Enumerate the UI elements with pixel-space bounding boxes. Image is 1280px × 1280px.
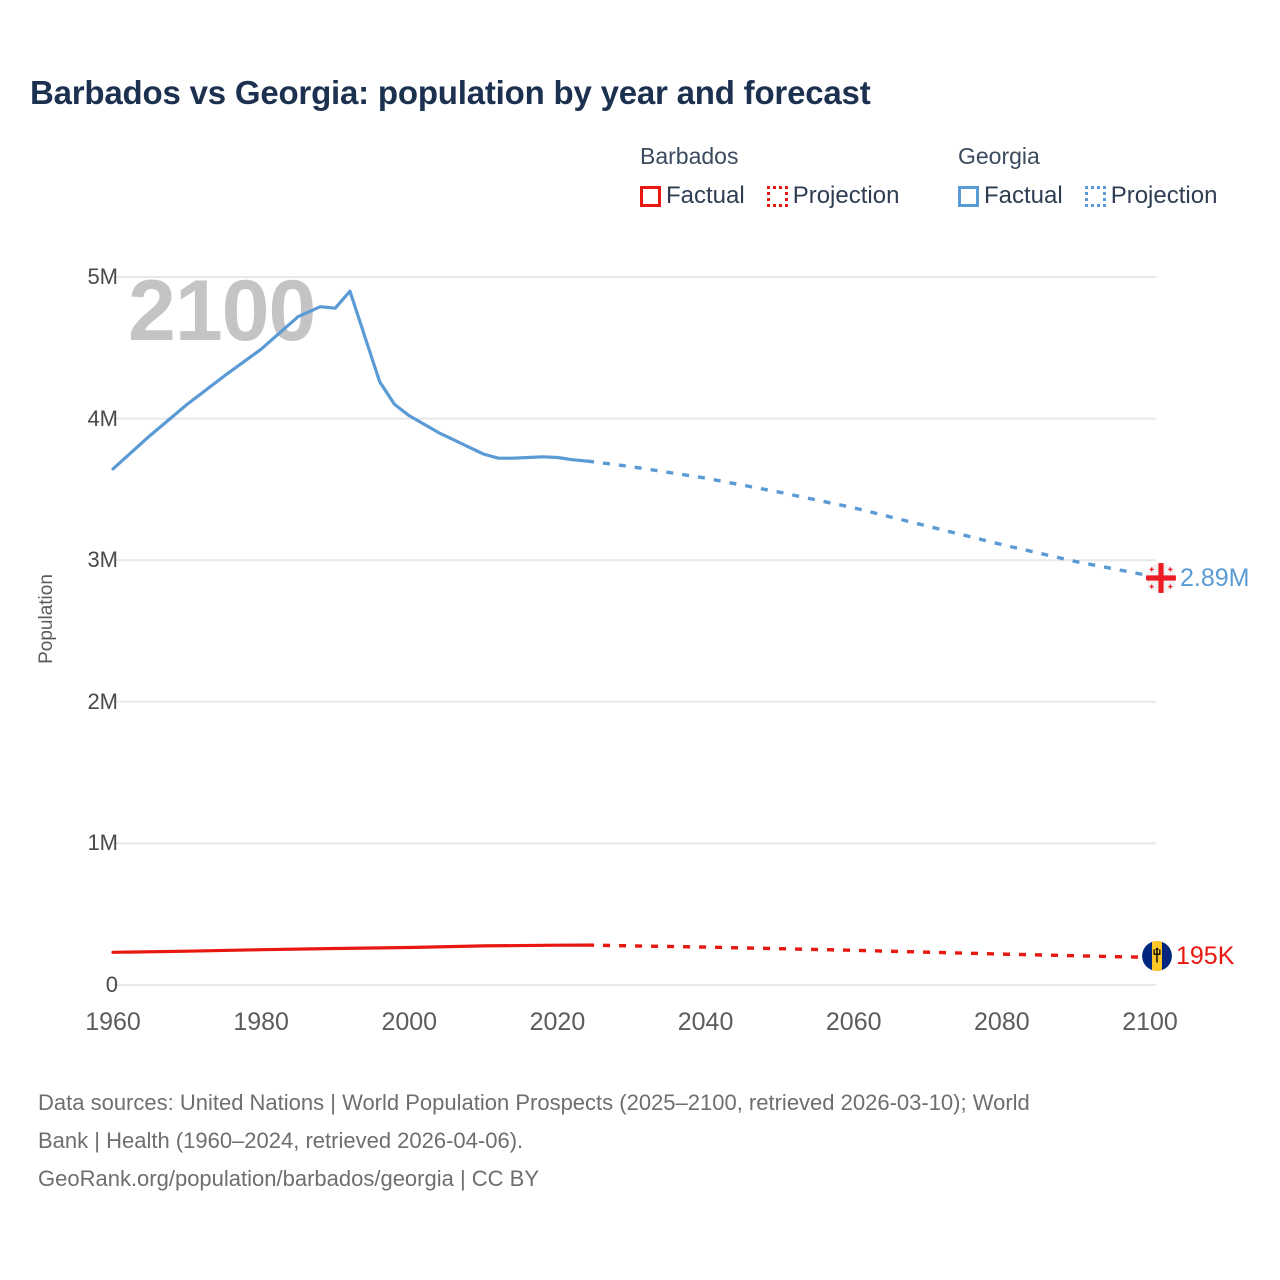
footer-line-1: Data sources: United Nations | World Pop… xyxy=(38,1090,1030,1115)
legend-item-barbados-factual[interactable]: Factual xyxy=(640,182,745,210)
end-label-barbados-value: 195K xyxy=(1176,941,1235,970)
end-label-georgia: 2.89M xyxy=(1146,563,1249,593)
legend-group-title-georgia: Georgia xyxy=(958,143,1040,169)
legend-swatch-dotted-icon xyxy=(1084,185,1106,207)
y-axis-title: Population xyxy=(36,574,57,664)
footer-line-2: Bank | Health (1960–2024, retrieved 2026… xyxy=(38,1128,524,1153)
legend-item-georgia-projection[interactable]: Projection xyxy=(1084,182,1218,210)
barbados-flag-icon xyxy=(1142,941,1172,971)
x-tick-label: 1960 xyxy=(85,1008,141,1036)
y-tick-label: 3M xyxy=(87,547,118,573)
chart-legend: Barbados Factual Projection Georgia Fact… xyxy=(640,142,1250,220)
legend-swatch-solid-icon xyxy=(958,185,979,207)
legend-label-georgia-factual: Factual xyxy=(984,182,1063,209)
footer-line-3[interactable]: GeoRank.org/population/barbados/georgia … xyxy=(38,1166,540,1191)
legend-item-georgia-factual[interactable]: Factual xyxy=(958,182,1063,210)
y-tick-label: 5M xyxy=(87,264,118,289)
legend-group-barbados: Barbados Factual Projection xyxy=(640,142,899,210)
x-tick-label: 2080 xyxy=(974,1008,1030,1036)
x-tick-label: 2020 xyxy=(529,1008,586,1036)
georgia-flag-icon xyxy=(1146,563,1176,593)
plot-area: 2100 Population 0 1M 2M 3M 4M 5M 1960 1980 2000… xyxy=(36,263,1249,1036)
end-label-barbados: 195K xyxy=(1142,941,1234,971)
x-tick-label: 2000 xyxy=(381,1008,438,1036)
legend-label-barbados-factual: Factual xyxy=(666,182,745,209)
end-label-georgia-value: 2.89M xyxy=(1180,563,1250,592)
x-tick-label: 2100 xyxy=(1122,1008,1178,1036)
legend-label-georgia-projection: Projection xyxy=(1110,182,1218,209)
y-tick-label: 4M xyxy=(87,405,118,431)
legend-item-barbados-projection[interactable]: Projection xyxy=(766,182,900,210)
y-tick-label: 1M xyxy=(87,830,118,856)
x-tick-label: 2040 xyxy=(677,1008,734,1036)
chart-canvas xyxy=(111,276,1156,986)
legend-group-title-barbados: Barbados xyxy=(640,143,739,169)
watermark-year: 2100 xyxy=(128,263,316,359)
footer-sources: Data sources: United Nations | World Pop… xyxy=(38,1086,1238,1196)
x-tick-label: 2060 xyxy=(825,1008,882,1036)
legend-group-georgia: Georgia Factual Projection xyxy=(958,142,1217,210)
x-tick-label: 1980 xyxy=(233,1008,289,1036)
page-title: Barbados vs Georgia: population by year … xyxy=(30,74,871,111)
y-tick-label: 0 xyxy=(105,972,118,997)
legend-swatch-solid-icon xyxy=(640,185,661,207)
legend-label-barbados-projection: Projection xyxy=(792,182,900,209)
y-tick-label: 2M xyxy=(87,688,118,714)
legend-swatch-dotted-icon xyxy=(766,185,788,207)
